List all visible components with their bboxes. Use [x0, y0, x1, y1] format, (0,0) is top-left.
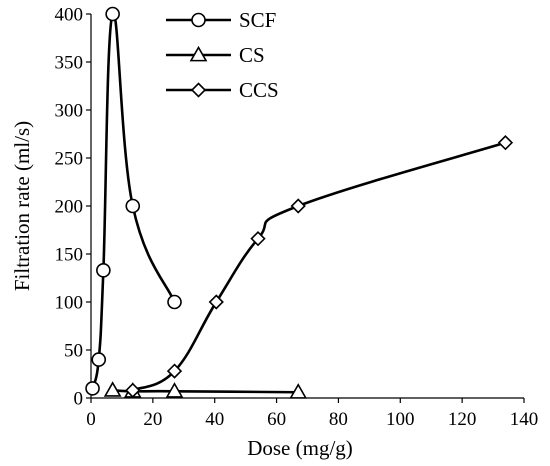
y-tick-label: 350 [55, 53, 84, 74]
x-tick-label: 100 [386, 409, 415, 430]
legend-marker-circle [191, 12, 206, 28]
data-point-scf [85, 381, 100, 396]
y-axis-title: Filtration rate (ml/s) [10, 121, 34, 291]
y-tick-label: 200 [55, 197, 84, 218]
y-tick-label: 150 [55, 245, 84, 266]
series-ccs [125, 135, 514, 398]
y-tick-label: 0 [74, 389, 84, 410]
legend-label: CCS [239, 78, 279, 102]
legend: SCF CS CCS [166, 8, 279, 102]
legend-marker-triangle [189, 45, 208, 62]
legend-item-ccs: CCS [166, 78, 279, 102]
legend-label: CS [239, 43, 265, 67]
x-axis-title: Dose (mg/g) [247, 436, 353, 460]
series-line-cs [112, 389, 299, 394]
y-tick-label: 300 [55, 101, 84, 122]
legend-item-scf: SCF [166, 8, 276, 32]
axes: 0 50 100 150 200 250 300 350 400 0 20 40 60 80 100 120 1… [55, 5, 539, 431]
x-tick-label: 140 [510, 409, 539, 430]
x-tick-label: 80 [329, 409, 348, 430]
series-layer [85, 6, 514, 399]
y-tick-label: 400 [55, 5, 84, 26]
x-tick-label: 20 [143, 409, 162, 430]
data-point-ccs [166, 363, 183, 379]
y-tick-label: 50 [64, 341, 83, 362]
y-tick-label: 100 [55, 293, 84, 314]
data-point-cs [165, 382, 184, 398]
series-scf [85, 6, 182, 396]
data-point-scf [91, 352, 107, 367]
legend-item-cs: CS [166, 43, 265, 67]
x-tick-label: 0 [86, 409, 96, 430]
data-point-scf [167, 294, 182, 310]
series-line-ccs [132, 141, 506, 392]
data-point-cs [289, 383, 308, 399]
data-point-ccs [125, 382, 141, 398]
data-point-cs [103, 381, 122, 397]
data-point-ccs [208, 294, 224, 310]
data-point-scf [96, 263, 111, 278]
data-point-scf [105, 6, 120, 22]
x-tick-label: 120 [448, 409, 477, 430]
legend-label: SCF [239, 8, 276, 32]
data-point-ccs [250, 231, 266, 247]
legend-marker-diamond [190, 82, 207, 98]
y-tick-label: 250 [55, 149, 84, 170]
x-tick-label: 40 [205, 409, 224, 430]
data-point-ccs [497, 135, 514, 151]
data-point-ccs [290, 198, 306, 214]
data-point-scf [125, 198, 141, 214]
x-tick-label: 60 [267, 409, 286, 430]
